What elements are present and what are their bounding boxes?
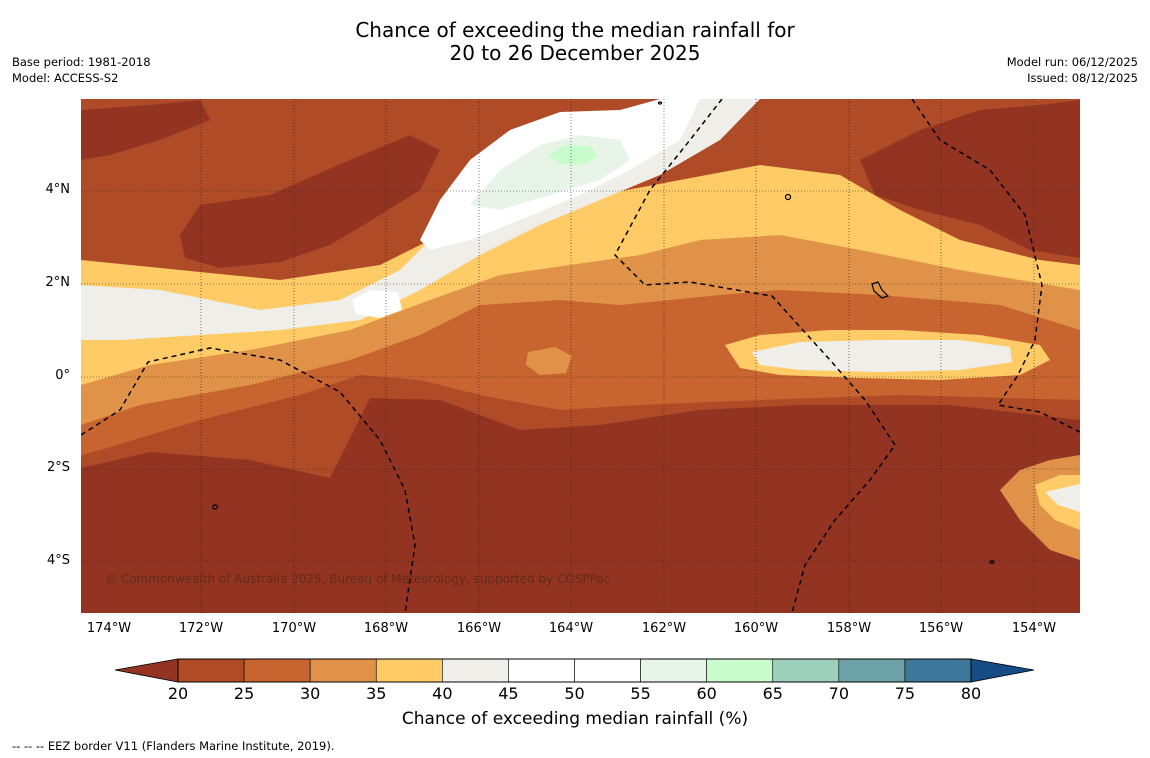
lon-label-166w: 166°W — [456, 621, 502, 636]
lon-label-156w: 156°W — [918, 621, 964, 636]
meta-left: Base period: 1981-2018 Model: ACCESS-S2 — [12, 54, 151, 86]
colorbar-tick-label: 45 — [498, 684, 519, 703]
lat-label-2s: 2°S — [46, 460, 70, 475]
colorbar-over-arrow — [970, 658, 1035, 683]
region-east-offwhite-patch — [752, 340, 1012, 372]
lon-label-168w: 168°W — [363, 621, 409, 636]
colorbar-segment — [375, 658, 443, 683]
colorbar-title: Chance of exceeding median rainfall (%) — [401, 709, 749, 729]
lon-label-174w: 174°W — [86, 621, 132, 636]
region-below-20-south — [81, 398, 1080, 613]
eez-border-central — [614, 99, 896, 613]
colorbar-segment — [508, 658, 575, 683]
island-4 — [989, 559, 995, 565]
lat-label-4n: 4°N — [45, 182, 71, 197]
model-name: Model: ACCESS-S2 — [12, 71, 119, 85]
copyright-notice: © Commonwealth of Australia 2025, Bureau… — [105, 572, 611, 586]
colorbar-segment — [904, 658, 972, 683]
chart-title-line2: 20 to 26 December 2025 — [449, 41, 701, 65]
lat-label-4s: 4°S — [46, 553, 70, 568]
region-25-30-mid — [81, 285, 1080, 455]
colorbar-tick-label: 55 — [630, 684, 651, 703]
lat-label-2n: 2°N — [45, 275, 71, 290]
region-60-65-cell — [548, 145, 598, 165]
colorbar-segment — [838, 658, 906, 683]
model-run-date: Model run: 06/12/2025 — [1006, 55, 1138, 69]
colorbar-segment — [640, 658, 707, 683]
eez-border-east — [911, 99, 1080, 433]
colorbar-segment — [772, 658, 840, 683]
colorbar — [114, 658, 1035, 683]
region-dry-ne-core — [860, 100, 1080, 258]
colorbar-tick-label: 35 — [366, 684, 387, 703]
lon-label-158w: 158°W — [826, 621, 872, 636]
colorbar-segment — [309, 658, 377, 683]
colorbar-tick-label: 30 — [299, 684, 321, 703]
colorbar-segment — [243, 658, 311, 683]
colorbar-tick-label: 50 — [564, 684, 585, 703]
region-se-offwhite — [1045, 484, 1080, 512]
lon-label-162w: 162°W — [641, 621, 687, 636]
island-3 — [871, 281, 890, 299]
colorbar-segment — [177, 658, 245, 683]
lon-label-172w: 172°W — [178, 621, 224, 636]
colorbar-segment — [442, 658, 509, 683]
lat-label-0: 0° — [55, 368, 70, 383]
island-2 — [784, 193, 792, 201]
region-white-pocket — [352, 290, 402, 318]
colorbar-tick-label: 65 — [762, 684, 783, 703]
map-fill-layer — [81, 99, 1080, 613]
colorbar-tick-label: 70 — [828, 684, 849, 703]
colorbar-segment — [706, 658, 774, 683]
island-5 — [657, 101, 663, 105]
colorbar-tick-label: 25 — [233, 684, 255, 703]
islands — [211, 101, 995, 565]
lon-label-164w: 164°W — [548, 621, 594, 636]
colorbar-tick-label: 75 — [894, 684, 916, 703]
colorbar-outline — [177, 658, 972, 683]
lon-label-160w: 160°W — [733, 621, 779, 636]
colorbar-segment — [574, 658, 641, 683]
chart-title-line1: Chance of exceeding the median rainfall … — [355, 18, 795, 42]
eez-borders — [81, 99, 1080, 613]
region-30-35-band — [81, 230, 1080, 425]
colorbar-tick-label: 80 — [960, 684, 982, 703]
issued-date: Issued: 08/12/2025 — [1027, 71, 1138, 85]
island-1 — [211, 504, 219, 510]
region-orange-blob — [526, 347, 572, 375]
colorbar-tick-label: 20 — [167, 684, 189, 703]
eez-border-west — [81, 347, 416, 613]
region-dry-nw-edge — [81, 100, 210, 160]
meta-right: Model run: 06/12/2025 Issued: 08/12/2025 — [1007, 54, 1138, 86]
region-35-40-band — [81, 165, 1080, 385]
lon-label-154w: 154°W — [1011, 621, 1057, 636]
base-period: Base period: 1981-2018 — [12, 55, 151, 69]
eez-legend-note: -- -- -- EEZ border V11 (Flanders Marine… — [12, 739, 335, 753]
colorbar-under-arrow — [114, 658, 179, 683]
lon-label-170w: 170°W — [271, 621, 317, 636]
region-dry-nw-core — [180, 135, 440, 268]
colorbar-tick-label: 40 — [432, 684, 453, 703]
colorbar-tick-label: 60 — [696, 684, 717, 703]
